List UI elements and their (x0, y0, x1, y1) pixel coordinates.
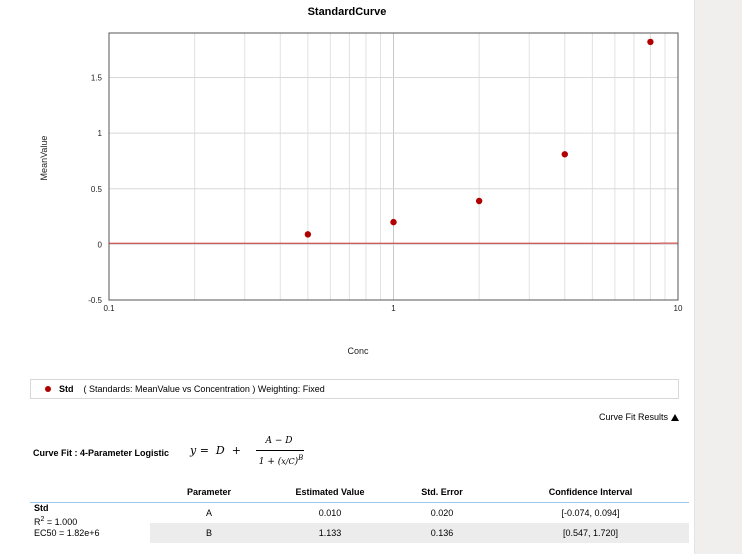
r-squared: R2 = 1.000 (34, 516, 78, 527)
y-tick-label: 0.5 (91, 185, 103, 194)
header-parameter: Parameter (150, 482, 268, 503)
table-row[interactable]: Std R2 = 1.000 EC50 = 1.82e+6 A 0.010 0.… (30, 503, 689, 538)
ci-cell: [-0.074, 0.094] (561, 508, 620, 518)
data-point (561, 151, 568, 158)
error-cell: 0.136 (392, 523, 492, 543)
curve-fit-label: Curve Fit : 4-Parameter Logistic (33, 448, 170, 458)
x-tick-label: 10 (674, 304, 683, 313)
axes (108, 32, 679, 301)
chart-title: StandardCurve (307, 6, 387, 18)
legend: Std ( Standards: MeanValue vs Concentrat… (30, 379, 679, 399)
legend-description: ( Standards: MeanValue vs Concentration … (83, 384, 325, 394)
error-cell: 0.020 (430, 508, 454, 518)
y-tick-label: 1.5 (91, 74, 103, 83)
std-name: Std (34, 503, 49, 513)
y-axis-title: MeanValue (39, 136, 49, 181)
std-summary: Std R2 = 1.000 EC50 = 1.82e+6 (30, 503, 150, 544)
plot-border (108, 32, 679, 301)
series-marker-icon (45, 386, 51, 392)
data-point (475, 197, 483, 205)
x-tick-label: 0.1 (103, 304, 115, 313)
legend-series-name: Std (59, 384, 74, 394)
y-tick-label: 0 (98, 240, 103, 249)
param-cell: A (205, 508, 212, 518)
value-cell: 0.010 (318, 508, 342, 518)
y-tick-label: 1 (98, 129, 103, 138)
header-std-error: Std. Error (392, 482, 492, 503)
results-table: Parameter Estimated Value Std. Error Con… (30, 482, 689, 543)
curve-fit-results-toggle[interactable]: Curve Fit Results (599, 412, 679, 422)
header-estimated-value: Estimated Value (268, 482, 392, 503)
y-tick-label: -0.5 (88, 296, 102, 305)
x-tick-label: 1 (391, 304, 396, 313)
header-confidence-interval: Confidence Interval (492, 482, 689, 503)
table-row[interactable]: B 1.133 0.136 [0.547, 1.720] (30, 523, 689, 543)
data-point (390, 218, 397, 226)
standard-curve-chart: -0.5 0 0.5 1 1.5 0.1 1 10 Conc MeanValue (39, 32, 683, 356)
data-point (647, 38, 654, 46)
data-points (304, 38, 654, 238)
side-panel (694, 0, 742, 554)
triangle-up-icon (671, 413, 679, 421)
curve-fit-results-label: Curve Fit Results (598, 412, 668, 422)
table-header-row: Parameter Estimated Value Std. Error Con… (30, 482, 689, 503)
ci-cell: [0.547, 1.720] (492, 523, 689, 543)
header-blank (30, 482, 150, 503)
tick-labels: -0.5 0 0.5 1 1.5 0.1 1 10 (88, 74, 683, 314)
data-point (304, 231, 312, 238)
ec50: EC50 = 1.82e+6 (34, 528, 100, 538)
value-cell: 1.133 (268, 523, 392, 543)
x-axis-title: Conc (347, 346, 369, 356)
grid (109, 33, 678, 300)
param-cell: B (150, 523, 268, 543)
